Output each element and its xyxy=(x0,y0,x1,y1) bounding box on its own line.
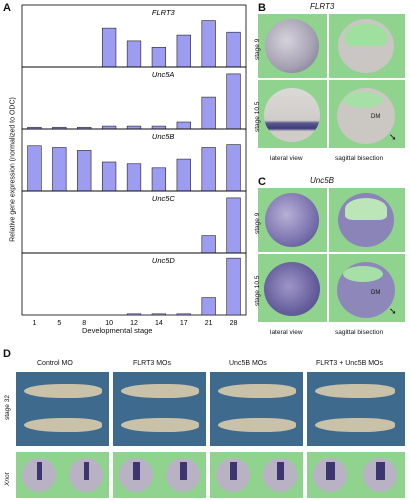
d-tadpole-image-flrt3 xyxy=(113,372,206,446)
x-axis-label: Developmental stage xyxy=(82,326,153,335)
bar-FLRT3-14 xyxy=(151,46,167,68)
d-xnot-image-double xyxy=(307,452,405,498)
panel-label-b: B xyxy=(258,2,266,14)
d-condition-1: FLRT3 MOs xyxy=(133,360,171,367)
panel-label-c: C xyxy=(258,176,266,188)
x-tick-14: 14 xyxy=(155,320,163,327)
c-col-label-lateral: lateral view xyxy=(270,329,303,336)
subplot-title-Unc5C: Unc5C xyxy=(152,194,176,203)
bar-Unc5D-28 xyxy=(226,257,241,316)
d-row-label-xnot: Xnot xyxy=(4,472,11,486)
c-stage10-lateral-image xyxy=(258,254,327,322)
bar-Unc5A-17 xyxy=(176,121,191,130)
panel-c-gene: Unc5B xyxy=(310,176,335,185)
bar-FLRT3-17 xyxy=(176,34,191,68)
bar-Unc5B-5 xyxy=(52,147,67,192)
bar-Unc5A-10 xyxy=(101,125,117,130)
b-row-label-stage9: stage 9 xyxy=(254,38,261,60)
panel-label-a: A xyxy=(3,2,11,14)
bar-Unc5B-17 xyxy=(176,158,191,192)
bar-FLRT3-12 xyxy=(126,40,142,68)
x-tick-8: 8 xyxy=(82,320,86,327)
d-condition-2: Unc5B MOs xyxy=(229,360,267,367)
bar-Unc5D-17 xyxy=(176,313,191,316)
b-stage10-lateral-image xyxy=(258,80,327,148)
bar-FLRT3-10 xyxy=(101,27,117,68)
subplot-title-FLRT3: FLRT3 xyxy=(152,8,176,17)
b-arrow-icon: ➘ xyxy=(389,132,397,142)
c-arrow-icon: ➘ xyxy=(389,306,397,316)
panel-b-gene: FLRT3 xyxy=(310,2,335,11)
c-stage10-sagittal-image: DM ➘ xyxy=(329,254,405,322)
bar-Unc5B-28 xyxy=(226,144,241,192)
bar-Unc5B-8 xyxy=(77,150,92,192)
c-dm-label: DM xyxy=(371,290,381,296)
bar-Unc5A-21 xyxy=(201,96,216,130)
d-condition-0: Control MO xyxy=(37,360,73,367)
x-tick-17: 17 xyxy=(180,320,188,327)
d-tadpole-image-control xyxy=(16,372,109,446)
bar-Unc5B-1 xyxy=(27,145,42,192)
bar-Unc5D-12 xyxy=(126,313,142,316)
c-col-label-sagittal: sagittal bisection xyxy=(335,329,384,336)
c-row-label-stage10: stage 10.5 xyxy=(254,275,261,306)
c-stage9-sagittal-image xyxy=(329,188,405,252)
bar-Unc5C-21 xyxy=(201,235,216,254)
b-dm-label: DM xyxy=(371,114,381,120)
bar-Unc5D-21 xyxy=(201,297,216,316)
bar-Unc5B-10 xyxy=(101,161,117,192)
b-row-label-stage10: stage 10.5 xyxy=(254,101,261,132)
chart-svg: FLRT3 Unc5A Unc5B Unc5C Unc5D 1 5 8 10 12 14 17 21 28 xyxy=(21,4,247,327)
d-xnot-image-control xyxy=(16,452,109,498)
bar-Unc5A-12 xyxy=(126,125,142,130)
d-condition-3: FLRT3 + Unc5B MOs xyxy=(316,360,383,367)
d-xnot-image-unc5b xyxy=(210,452,303,498)
c-stage9-lateral-image xyxy=(258,188,327,252)
x-tick-1: 1 xyxy=(32,320,36,327)
panel-label-d: D xyxy=(3,348,11,360)
x-tick-5: 5 xyxy=(57,320,61,327)
x-tick-21: 21 xyxy=(205,320,213,327)
bar-FLRT3-28 xyxy=(226,31,241,68)
bar-Unc5A-28 xyxy=(226,73,241,130)
b-stage9-lateral-image xyxy=(258,14,327,78)
x-tick-12: 12 xyxy=(130,320,138,327)
b-col-label-lateral: lateral view xyxy=(270,155,303,162)
bar-Unc5B-21 xyxy=(201,147,216,192)
b-col-label-sagittal: sagittal bisection xyxy=(335,155,384,162)
subplot-title-Unc5B: Unc5B xyxy=(152,132,175,141)
d-xnot-image-flrt3 xyxy=(113,452,206,498)
bar-Unc5B-14 xyxy=(151,167,167,192)
bar-Unc5C-28 xyxy=(226,197,241,254)
subplot-title-Unc5D: Unc5D xyxy=(152,256,176,265)
b-stage10-sagittal-image: DM ➘ xyxy=(329,80,405,148)
x-tick-28: 28 xyxy=(230,320,238,327)
bar-Unc5A-14 xyxy=(151,125,167,130)
d-tadpole-image-unc5b xyxy=(210,372,303,446)
c-row-label-stage9: stage 9 xyxy=(254,212,261,234)
x-tick-10: 10 xyxy=(105,320,113,327)
bar-Unc5D-14 xyxy=(151,313,167,316)
bar-Unc5B-12 xyxy=(126,163,142,192)
subplot-title-Unc5A: Unc5A xyxy=(152,70,175,79)
d-tadpole-image-double xyxy=(307,372,405,446)
b-stage9-sagittal-image xyxy=(329,14,405,78)
d-row-label-stage32: stage 32 xyxy=(4,395,11,420)
bar-FLRT3-21 xyxy=(201,20,216,68)
